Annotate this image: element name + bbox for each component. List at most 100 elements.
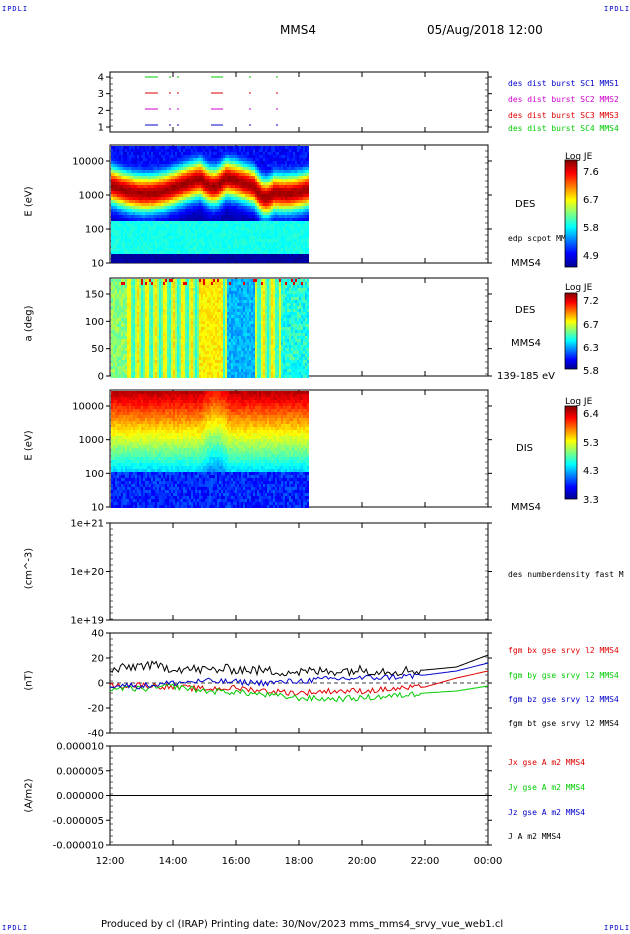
heatmap-cell xyxy=(269,191,271,194)
heatmap-cell xyxy=(231,206,233,209)
heatmap-cell xyxy=(127,372,129,375)
heatmap-cell xyxy=(129,224,131,227)
heatmap-cell xyxy=(279,179,281,182)
heatmap-cell xyxy=(253,176,255,179)
heatmap-cell xyxy=(127,321,129,324)
heatmap-cell xyxy=(185,176,187,179)
heatmap-cell xyxy=(157,215,159,218)
heatmap-cell xyxy=(165,242,167,245)
heatmap-cell xyxy=(209,203,211,206)
heatmap-cell xyxy=(267,149,269,152)
heatmap-cell xyxy=(167,260,169,263)
heatmap-cell xyxy=(269,149,271,152)
heatmap-cell xyxy=(197,146,199,149)
heatmap-cell xyxy=(167,146,169,149)
heatmap-cell xyxy=(143,230,145,233)
heatmap-cell xyxy=(221,179,223,182)
heatmap-cell xyxy=(145,236,147,239)
heatmap-cell xyxy=(133,260,135,263)
heatmap-cell xyxy=(125,152,127,155)
heatmap-cell xyxy=(111,375,113,378)
heatmap-cell xyxy=(261,212,263,215)
heatmap-cell xyxy=(249,245,251,248)
heatmap-cell xyxy=(193,212,195,215)
heatmap-cell xyxy=(307,182,309,185)
heatmap-cell xyxy=(119,242,121,245)
heatmap-cell xyxy=(117,300,119,303)
heatmap-cell xyxy=(135,254,137,257)
heatmap-cell xyxy=(255,197,257,200)
heatmap-cell xyxy=(133,149,135,152)
heatmap-cell xyxy=(121,321,123,324)
heatmap-cell xyxy=(273,185,275,188)
heatmap-cell xyxy=(287,173,289,176)
heatmap-cell xyxy=(179,242,181,245)
heatmap-cell xyxy=(279,170,281,173)
heatmap-cell xyxy=(205,188,207,191)
heatmap-cell xyxy=(297,191,299,194)
heatmap-cell xyxy=(221,224,223,227)
heatmap-cell xyxy=(305,251,307,254)
heatmap-cell xyxy=(217,233,219,236)
heatmap-cell xyxy=(201,197,203,200)
heatmap-cell xyxy=(179,230,181,233)
heatmap-cell xyxy=(295,257,297,260)
heatmap-cell xyxy=(189,203,191,206)
heatmap-cell xyxy=(235,170,237,173)
heatmap-cell xyxy=(143,242,145,245)
heatmap-cell xyxy=(299,149,301,152)
heatmap-cell xyxy=(179,212,181,215)
heatmap-cell xyxy=(131,339,133,342)
heatmap-cell xyxy=(215,206,217,209)
heatmap-cell xyxy=(203,194,205,197)
heatmap-cell xyxy=(251,155,253,158)
heatmap-cell xyxy=(127,330,129,333)
heatmap-cell xyxy=(297,149,299,152)
heatmap-cell xyxy=(137,224,139,227)
heatmap-cell xyxy=(283,206,285,209)
heatmap-cell xyxy=(199,230,201,233)
heatmap-cell xyxy=(295,185,297,188)
heatmap-cell xyxy=(239,161,241,164)
heatmap-cell xyxy=(197,221,199,224)
heatmap-cell xyxy=(217,173,219,176)
heatmap-cell xyxy=(169,260,171,263)
heatmap-cell xyxy=(219,188,221,191)
heatmap-cell xyxy=(177,176,179,179)
heatmap-cell xyxy=(165,146,167,149)
heatmap-cell xyxy=(207,209,209,212)
heatmap-cell xyxy=(171,170,173,173)
heatmap-cell xyxy=(149,285,151,288)
heatmap-cell xyxy=(217,209,219,212)
heatmap-cell xyxy=(223,203,225,206)
heatmap-cell xyxy=(293,260,295,263)
heatmap-cell xyxy=(243,251,245,254)
heatmap-cell xyxy=(253,254,255,257)
heatmap-cell xyxy=(123,209,125,212)
heatmap-cell xyxy=(275,194,277,197)
heatmap-cell xyxy=(201,155,203,158)
heatmap-cell xyxy=(189,257,191,260)
heatmap-cell xyxy=(235,188,237,191)
heatmap-cell xyxy=(127,363,129,366)
heatmap-cell xyxy=(289,209,291,212)
heatmap-cell xyxy=(117,321,119,324)
heatmap-cell xyxy=(111,333,113,336)
heatmap-cell xyxy=(251,230,253,233)
heatmap-cell xyxy=(301,146,303,149)
heatmap-cell xyxy=(185,242,187,245)
heatmap-cell xyxy=(305,149,307,152)
heatmap-cell xyxy=(171,254,173,257)
heatmap-cell xyxy=(287,182,289,185)
heatmap-cell xyxy=(163,212,165,215)
heatmap-cell xyxy=(169,173,171,176)
heatmap-cell xyxy=(205,224,207,227)
heatmap-cell xyxy=(153,212,155,215)
heatmap-cell xyxy=(159,230,161,233)
heatmap-cell xyxy=(171,206,173,209)
y-tick-label: 0.000000 xyxy=(56,791,104,802)
heatmap-cell xyxy=(141,303,143,306)
heatmap-cell xyxy=(299,176,301,179)
heatmap-cell xyxy=(145,291,147,294)
heatmap-cell xyxy=(125,161,127,164)
